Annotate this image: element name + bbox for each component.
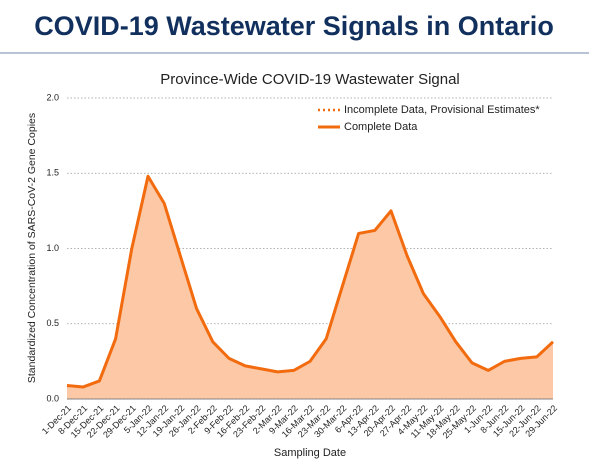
line [66, 174, 555, 389]
y-axis-label: Standardized Concentration of SARS-CoV-2… [26, 113, 38, 383]
y-tick-label: 2.0 [46, 92, 59, 102]
y-tick-label: 0.5 [46, 318, 59, 328]
page-title: COVID-19 Wastewater Signals in Ontario [34, 11, 554, 41]
area [67, 176, 553, 399]
chart-title: Province-Wide COVID-19 Wastewater Signal [160, 71, 460, 88]
legend-label: Complete Data [344, 121, 418, 133]
x-axis-label: Sampling Date [274, 447, 346, 459]
legend-label: Incomplete Data, Provisional Estimates* [344, 104, 540, 116]
y-tick-label: 1.0 [46, 243, 59, 253]
y-tick-label: 0.0 [46, 393, 59, 403]
y-tick-label: 1.5 [46, 168, 59, 178]
